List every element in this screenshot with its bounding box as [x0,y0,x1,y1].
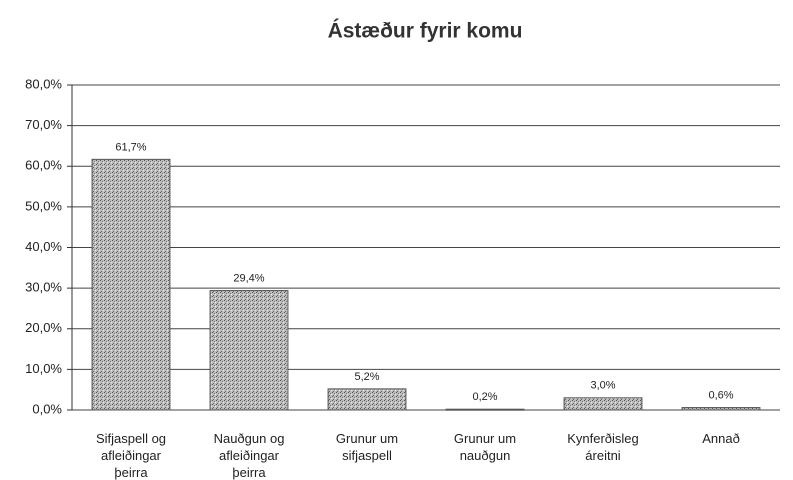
y-tick-label: 70,0% [25,117,62,132]
x-tick-label: Grunur um nauðgun [454,431,516,463]
value-label: 0,6% [708,389,733,401]
value-label: 61,7% [115,141,146,153]
y-tick-label: 50,0% [25,198,62,213]
bar [563,397,643,411]
bar [445,408,525,411]
x-tick-label: Kynferðisleg áreitni [567,431,639,463]
value-label: 3,0% [590,380,615,392]
y-tick-label: 10,0% [25,361,62,376]
chart-title: Ástæður fyrir komu [328,20,523,43]
bar [327,388,407,411]
y-tick-label: 40,0% [25,239,62,254]
value-label: 29,4% [233,272,264,284]
x-tick-label: Nauðgun og afleiðingar þeirra [214,431,285,480]
x-tick-label: Grunur um sifjaspell [336,431,398,463]
bar [91,158,171,411]
y-tick-label: 20,0% [25,320,62,335]
x-tick-label: Annað [702,431,740,446]
value-label: 5,2% [354,371,379,383]
bar [209,290,289,411]
y-tick-label: 60,0% [25,158,62,173]
bar [681,407,761,411]
y-tick-label: 80,0% [25,76,62,91]
y-tick-label: 0,0% [32,401,62,416]
value-label: 0,2% [472,391,497,403]
y-tick-label: 30,0% [25,280,62,295]
x-tick-label: Sifjaspell og afleiðingar þeirra [96,431,166,480]
